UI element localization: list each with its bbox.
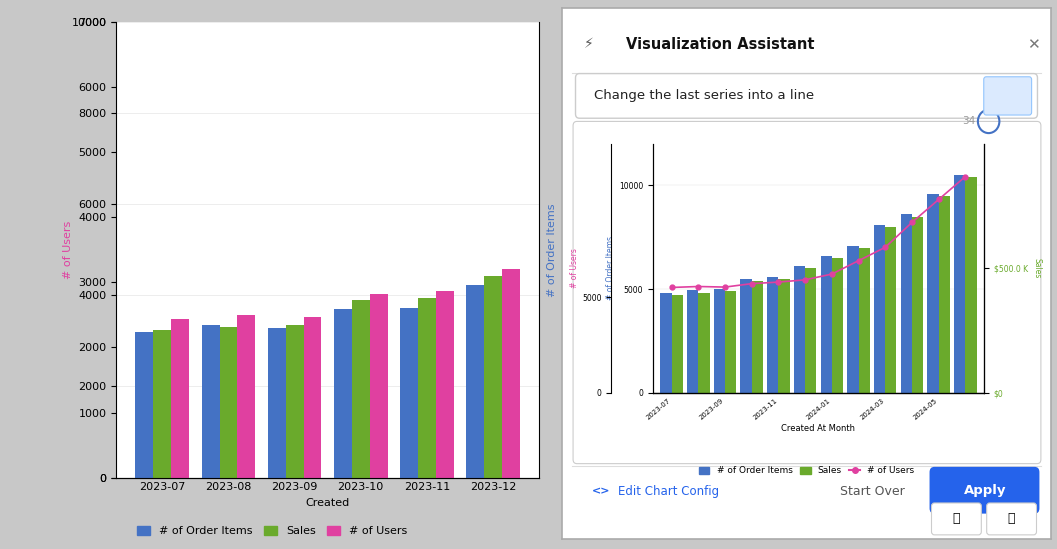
Y-axis label: # of Users: # of Users	[570, 248, 579, 288]
Bar	[153, 329, 171, 478]
Bar	[285, 325, 303, 478]
Y-axis label: # of Order Items: # of Order Items	[606, 236, 615, 300]
Bar	[502, 269, 520, 478]
Bar	[901, 215, 912, 393]
Bar	[303, 317, 321, 478]
Bar	[858, 248, 870, 393]
Bar	[848, 245, 858, 393]
Text: 34: 34	[962, 116, 975, 126]
Bar	[334, 309, 352, 478]
Text: 👍: 👍	[952, 512, 960, 525]
Text: <>: <>	[592, 486, 610, 496]
Bar	[418, 298, 435, 478]
Bar	[484, 276, 502, 478]
Legend: # of Order Items, Sales, # of Users: # of Order Items, Sales, # of Users	[132, 522, 411, 541]
FancyBboxPatch shape	[573, 121, 1041, 464]
Y-axis label: # of Order Items: # of Order Items	[548, 203, 557, 296]
Bar	[939, 196, 950, 393]
Y-axis label: # of Users: # of Users	[62, 221, 73, 279]
FancyBboxPatch shape	[984, 77, 1032, 115]
FancyBboxPatch shape	[931, 503, 981, 535]
Bar	[267, 328, 285, 478]
Bar	[699, 293, 709, 393]
X-axis label: Created: Created	[305, 498, 350, 508]
Bar	[752, 281, 763, 393]
Bar	[874, 225, 886, 393]
Text: Start Over: Start Over	[840, 485, 905, 498]
Bar	[832, 258, 843, 393]
Text: Change the last series into a line: Change the last series into a line	[594, 89, 814, 103]
Bar	[661, 293, 671, 393]
Bar	[687, 290, 699, 393]
Text: ⚡: ⚡	[585, 37, 594, 52]
Bar	[202, 325, 220, 478]
Bar	[886, 227, 896, 393]
Bar	[927, 194, 939, 393]
Text: Visualization Assistant: Visualization Assistant	[626, 37, 814, 52]
FancyBboxPatch shape	[929, 467, 1039, 514]
Bar	[220, 327, 238, 478]
Text: 👎: 👎	[1007, 512, 1016, 525]
Text: ✕: ✕	[1027, 37, 1040, 52]
Bar	[778, 279, 790, 393]
Bar	[713, 289, 725, 393]
Bar	[767, 277, 778, 393]
Bar	[135, 332, 153, 478]
Y-axis label: Sales: Sales	[1033, 258, 1042, 278]
Legend: # of Order Items, Sales, # of Users: # of Order Items, Sales, # of Users	[696, 463, 917, 479]
Bar	[794, 266, 805, 393]
Text: ▷: ▷	[1002, 88, 1014, 103]
Bar	[401, 308, 418, 478]
FancyBboxPatch shape	[575, 74, 1038, 118]
Bar	[435, 291, 453, 478]
Bar	[954, 175, 965, 393]
Bar	[238, 315, 255, 478]
Bar	[805, 268, 816, 393]
Bar	[725, 291, 737, 393]
FancyBboxPatch shape	[986, 503, 1037, 535]
Bar	[466, 285, 484, 478]
Bar	[741, 279, 752, 393]
Text: Apply: Apply	[964, 484, 1006, 497]
Bar	[912, 216, 923, 393]
Bar	[820, 256, 832, 393]
Bar	[370, 294, 388, 478]
Bar	[171, 319, 189, 478]
Text: Edit Chart Config: Edit Chart Config	[618, 485, 720, 498]
X-axis label: Created At Month: Created At Month	[781, 424, 855, 433]
Text: ✦: ✦	[1020, 79, 1027, 88]
Bar	[965, 177, 977, 393]
Bar	[671, 295, 683, 393]
Bar	[352, 300, 370, 478]
